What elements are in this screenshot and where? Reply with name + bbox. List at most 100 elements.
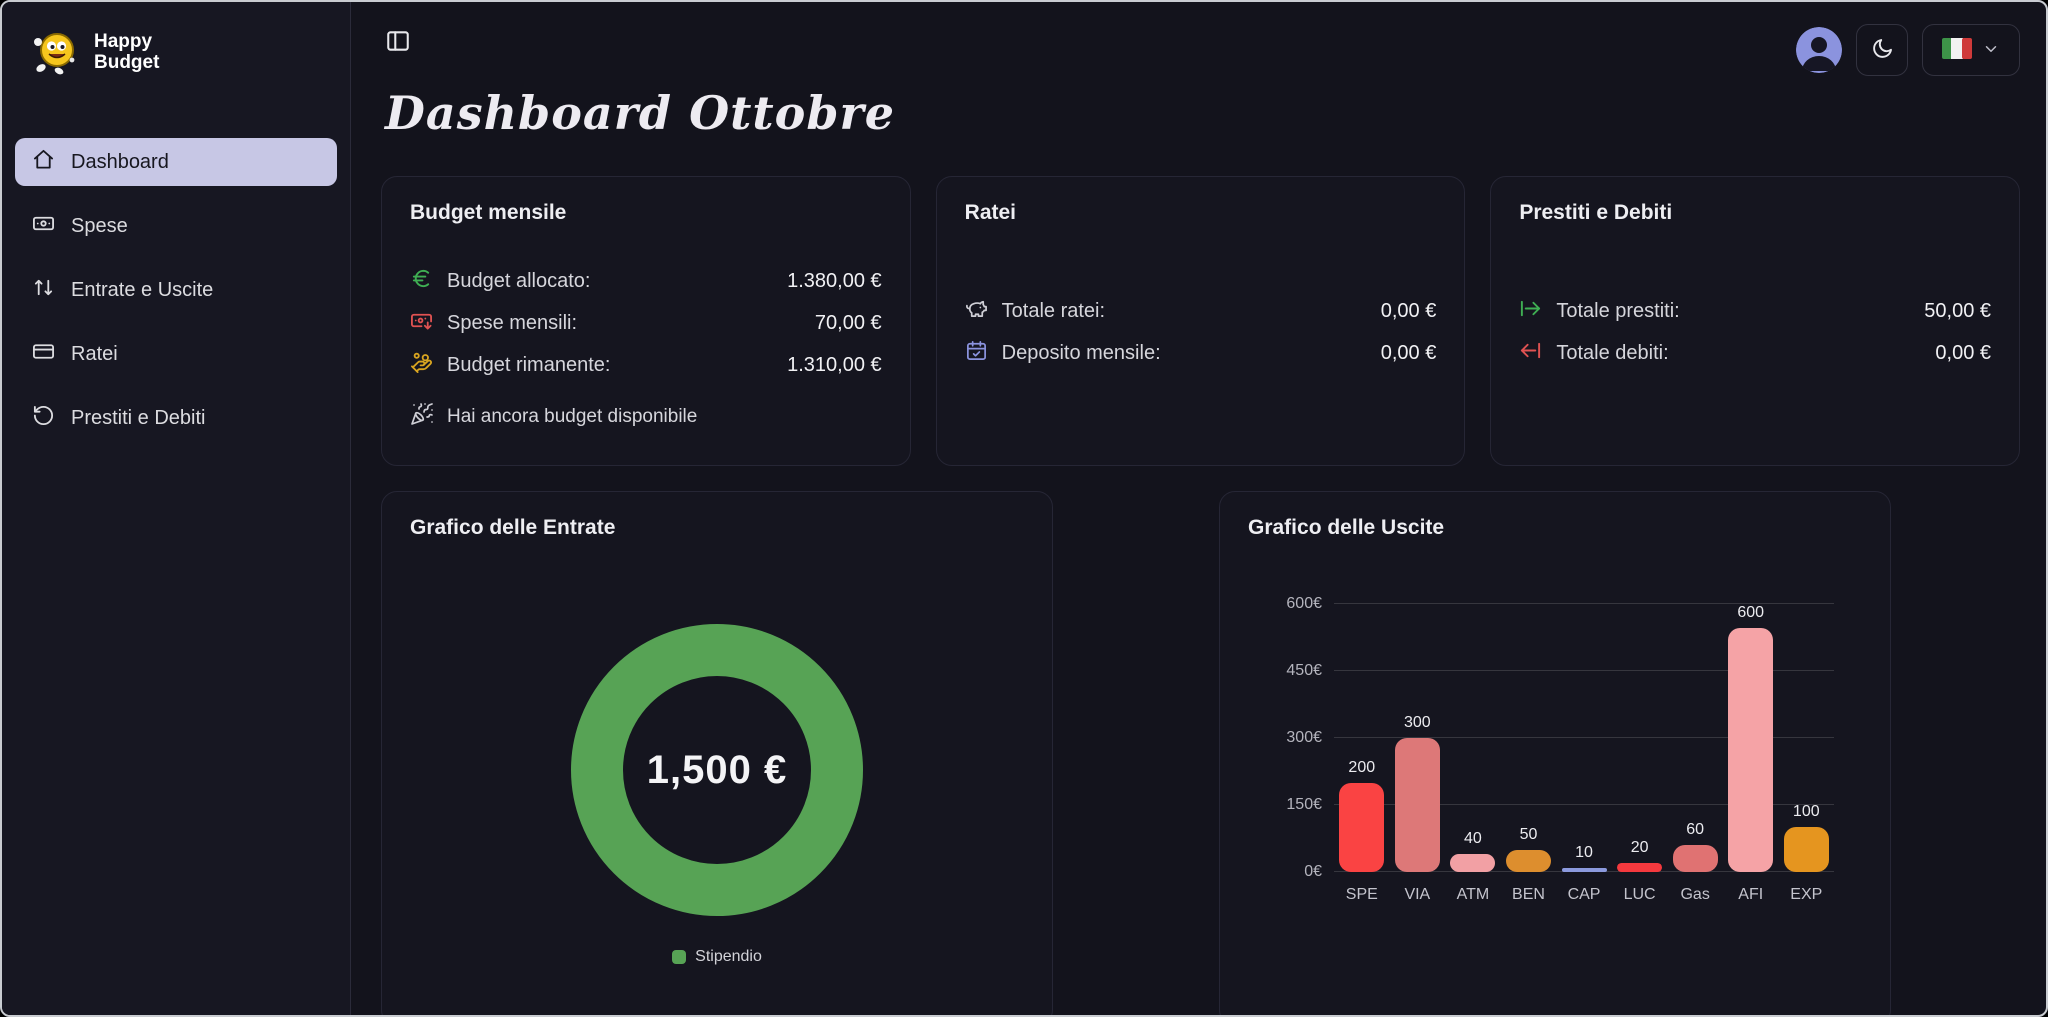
x-axis-tick-label: Gas [1680, 886, 1710, 903]
ratei-card: Ratei Totale ratei: 0,00 € Deposito mens [935, 176, 1466, 466]
topbar [381, 24, 2020, 76]
bar-exp [1783, 827, 1829, 872]
legend-swatch [672, 950, 687, 964]
main-content: Dashboard Ottobre Budget mensile Budget … [351, 2, 2046, 1015]
app-logo: Happy Budget [2, 26, 350, 80]
bar-value-label: 200 [1348, 758, 1376, 776]
sidebar-toggle-button[interactable] [381, 24, 415, 61]
card-title: Budget mensile [410, 201, 567, 224]
bar-column-gas: 60 [1667, 604, 1723, 872]
x-axis-tick-label: SPE [1345, 886, 1378, 903]
language-select[interactable] [1922, 24, 2020, 76]
bar-gas [1672, 845, 1718, 872]
gridline [1334, 737, 1834, 738]
bar-value-label: 60 [1686, 821, 1705, 839]
bar-columns: 200 300 40 50 10 20 60 600 100 [1334, 604, 1834, 872]
stat-value: 1.380,00 € [787, 270, 882, 292]
bar-column-spe: 200 [1334, 604, 1390, 872]
bar-atm [1450, 854, 1496, 872]
calendar-check-icon [965, 339, 988, 368]
stat-label: Budget allocato: [447, 270, 591, 292]
stat-label: Budget rimanente: [447, 354, 611, 376]
arrow-left-from-line-icon [1519, 339, 1542, 368]
bar-chart-x-axis: SPE VIA ATM BEN CAP LUC Gas AFI EXP [1334, 886, 1834, 904]
stat-row-deposito-mensile: Deposito mensile: 0,00 € [965, 339, 1436, 368]
budget-mensile-card: Budget mensile Budget allocato: 1.380,00… [381, 176, 911, 466]
grafico-entrate-card: Grafico delle Entrate 1,500 € Stipendio [381, 491, 1053, 1015]
euro-icon [410, 267, 433, 296]
stat-value: 0,00 € [1380, 300, 1437, 322]
bar-value-label: 10 [1575, 843, 1593, 861]
stat-label: Totale ratei: [1001, 300, 1106, 322]
piggy-bank-icon [965, 297, 988, 326]
y-axis-tick-label: 450€ [1286, 662, 1322, 679]
bar-column-afi: 600 [1723, 604, 1779, 872]
sidebar-item-label: Entrate e Uscite [71, 278, 214, 301]
stat-value: 1.310,00 € [787, 354, 882, 376]
charts-row: Grafico delle Entrate 1,500 € Stipendio … [381, 491, 2020, 1015]
sidebar-item-spese[interactable]: Spese [15, 202, 337, 250]
user-avatar[interactable] [1796, 27, 1842, 73]
home-icon [32, 148, 55, 177]
x-axis-tick-label: EXP [1790, 886, 1823, 903]
hand-coins-icon [410, 351, 433, 380]
gridline [1334, 603, 1834, 604]
dark-mode-button[interactable] [1856, 24, 1908, 76]
stat-label: Deposito mensile: [1001, 342, 1161, 364]
italy-flag-icon [1942, 38, 1972, 62]
rotate-ccw-icon [32, 404, 55, 433]
bar-column-cap: 10 [1556, 604, 1612, 872]
sidebar-item-ratei[interactable]: Ratei [15, 330, 337, 378]
sidebar-nav: Dashboard Spese Entrate e Uscite Ratei [2, 138, 350, 442]
gridline [1334, 804, 1834, 805]
sidebar-item-label: Ratei [71, 342, 118, 365]
sidebar-item-label: Spese [71, 214, 128, 237]
app-name: Happy Budget [94, 31, 160, 73]
sidebar-item-prestiti-debiti[interactable]: Prestiti e Debiti [15, 394, 337, 442]
stat-label: Totale prestiti: [1556, 300, 1680, 322]
bar-chart-plot: 0€ 150€ 300€ 450€ 600€ 200 300 40 50 10 20 60 600 100 [1286, 595, 1834, 880]
banknote-icon [32, 212, 55, 241]
arrows-up-down-icon [32, 276, 55, 305]
party-popper-icon [410, 402, 434, 432]
sidebar-item-dashboard[interactable]: Dashboard [15, 138, 337, 186]
panel-left-icon [385, 31, 411, 57]
stat-row-budget-rimanente: Budget rimanente: 1.310,00 € [410, 351, 882, 380]
bar-luc [1617, 863, 1663, 872]
y-axis-tick-label: 300€ [1286, 729, 1322, 746]
bar-column-atm: 40 [1445, 604, 1501, 872]
x-axis-tick-label: AFI [1738, 886, 1764, 903]
stat-value: 70,00 € [814, 312, 882, 334]
bar-afi [1728, 628, 1774, 872]
bar-column-ben: 50 [1501, 604, 1557, 872]
bar-cap [1561, 867, 1607, 872]
sidebar-item-entrate-uscite[interactable]: Entrate e Uscite [15, 266, 337, 314]
sidebar-item-label: Dashboard [71, 150, 169, 173]
prestiti-debiti-card: Prestiti e Debiti Totale prestiti: 50,00… [1490, 176, 2020, 466]
grafico-uscite-card: Grafico delle Uscite 0€ 150€ 300€ 450€ 600€ 2… [1219, 491, 1891, 1015]
bar-value-label: 100 [1792, 803, 1820, 821]
legend-label: Stipendio [695, 948, 762, 965]
stat-row-totale-prestiti: Totale prestiti: 50,00 € [1519, 297, 1991, 326]
bar-value-label: 40 [1464, 830, 1482, 848]
bar-value-label: 600 [1737, 604, 1765, 621]
y-axis-tick-label: 150€ [1286, 796, 1322, 813]
credit-card-icon [32, 340, 55, 369]
bar-spe [1339, 782, 1385, 872]
bar-value-label: 300 [1403, 714, 1431, 731]
x-axis-tick-label: CAP [1567, 886, 1601, 903]
bar-column-via: 300 [1390, 604, 1446, 872]
bar-column-exp: 100 [1779, 604, 1835, 872]
page-title: Dashboard Ottobre [385, 86, 896, 140]
stat-label: Totale debiti: [1556, 342, 1669, 364]
card-title: Prestiti e Debiti [1519, 201, 1673, 224]
donut-center-value: 1,500 € [646, 747, 788, 792]
chart-title: Grafico delle Entrate [410, 516, 616, 539]
stat-row-budget-allocato: Budget allocato: 1.380,00 € [410, 267, 882, 296]
bar-ben [1505, 849, 1551, 872]
x-axis-tick-label: VIA [1404, 886, 1431, 903]
bar-value-label: 20 [1630, 839, 1649, 857]
budget-status-text: Hai ancora budget disponibile [447, 406, 698, 427]
stat-row-totale-ratei: Totale ratei: 0,00 € [965, 297, 1437, 326]
